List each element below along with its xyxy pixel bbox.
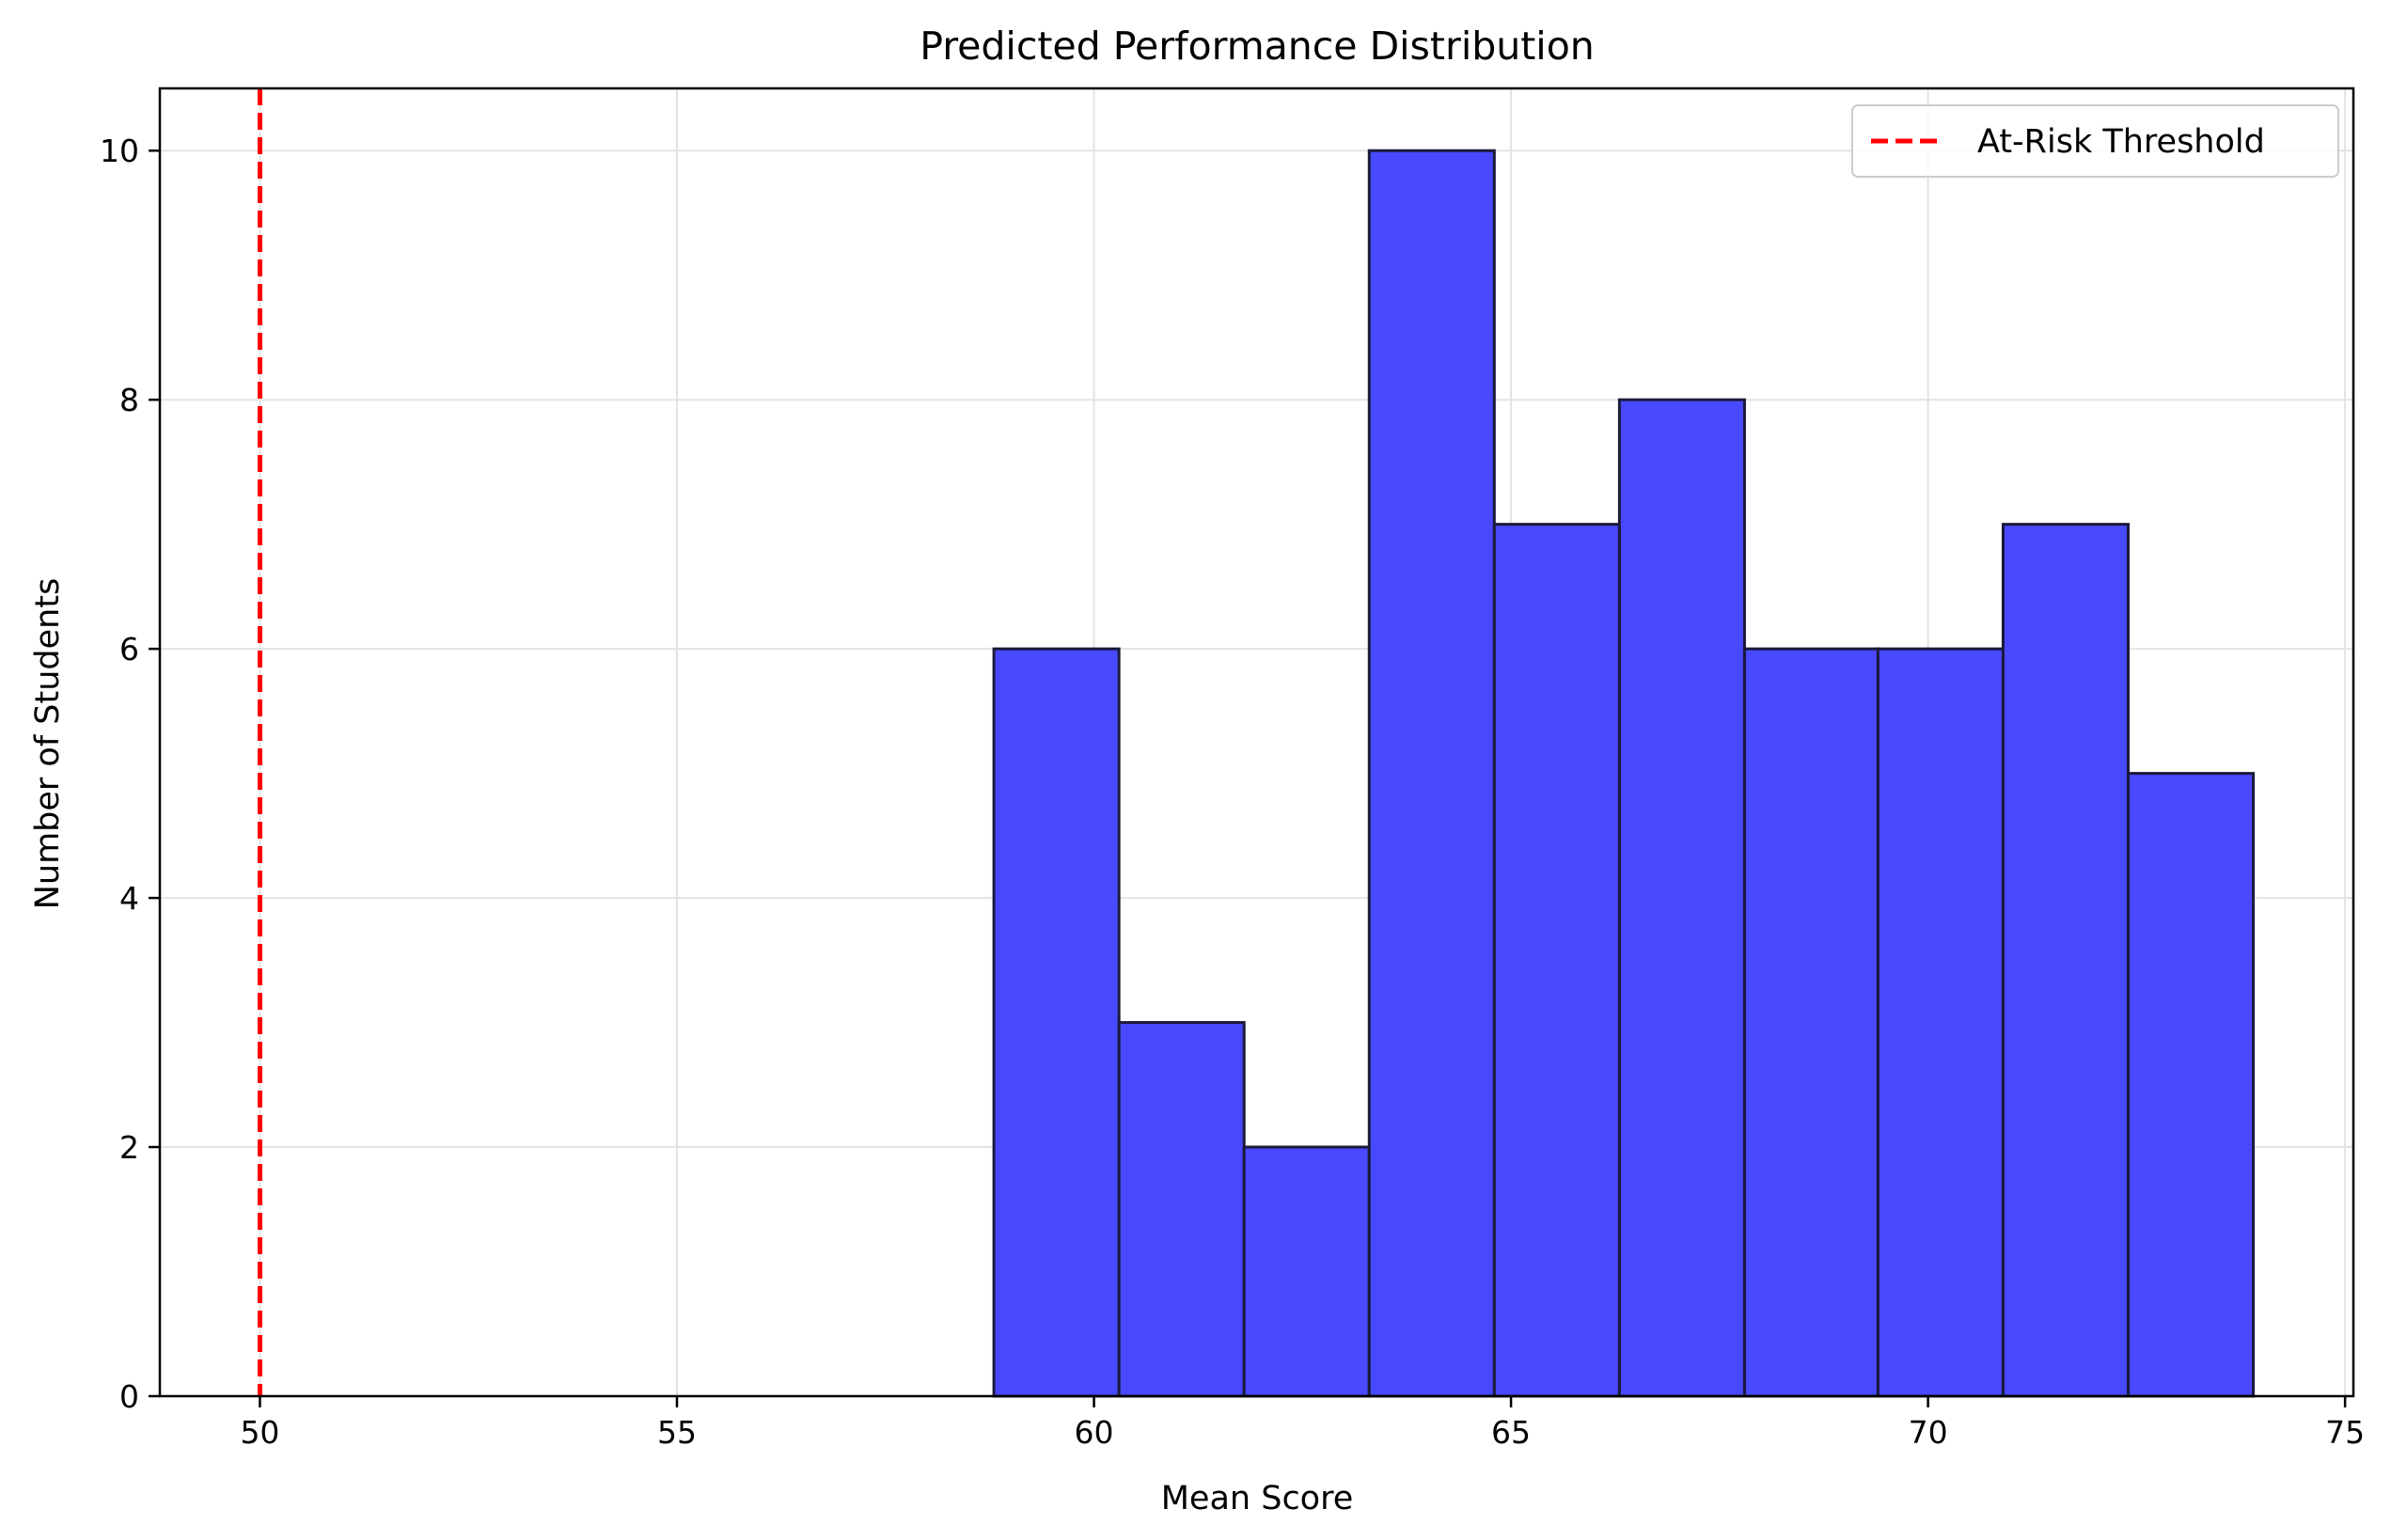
- y-tick-label: 8: [119, 382, 139, 418]
- x-tick-label: 60: [1075, 1414, 1114, 1451]
- y-axis-title: Number of Students: [29, 578, 67, 910]
- y-tick-label: 2: [119, 1129, 139, 1166]
- histogram-bar-1: [992, 647, 1121, 1398]
- legend: At-Risk Threshold: [1851, 104, 2339, 178]
- x-tick-label: 75: [2325, 1414, 2365, 1451]
- y-tick-label: 4: [119, 880, 139, 917]
- y-tick-label: 0: [119, 1378, 139, 1415]
- axes: [158, 86, 2355, 1398]
- x-tick-label: 65: [1491, 1414, 1531, 1451]
- tick-marks-and-labels: 50 55 60 65 70 75 0 2 4 6 8 10: [100, 133, 2365, 1451]
- histogram-bar-6: [1617, 398, 1746, 1398]
- histogram-bar-4: [1367, 149, 1496, 1398]
- chart-title: Predicted Performance Distribution: [920, 24, 1595, 69]
- x-tick-label: 55: [657, 1414, 697, 1451]
- histogram-bar-8: [1876, 647, 2005, 1398]
- y-tick-label: 10: [100, 133, 139, 169]
- histogram-bar-5: [1492, 523, 1621, 1398]
- histogram-bars: [992, 149, 2256, 1398]
- histogram-bar-3: [1242, 1145, 1371, 1398]
- plot-frame: [158, 86, 2355, 1398]
- histogram-bar-2: [1117, 1021, 1246, 1398]
- x-tick-label: 50: [240, 1414, 279, 1451]
- legend-threshold-label: At-Risk Threshold: [1977, 123, 2265, 161]
- histogram-bar-9: [2001, 523, 2130, 1398]
- histogram-bar-7: [1742, 647, 1880, 1398]
- y-tick-label: 6: [119, 631, 139, 668]
- legend-box: [1851, 104, 2339, 178]
- histogram-bar-10: [2126, 772, 2256, 1398]
- x-axis-title: Mean Score: [1161, 1480, 1354, 1517]
- x-tick-label: 70: [1909, 1414, 1948, 1451]
